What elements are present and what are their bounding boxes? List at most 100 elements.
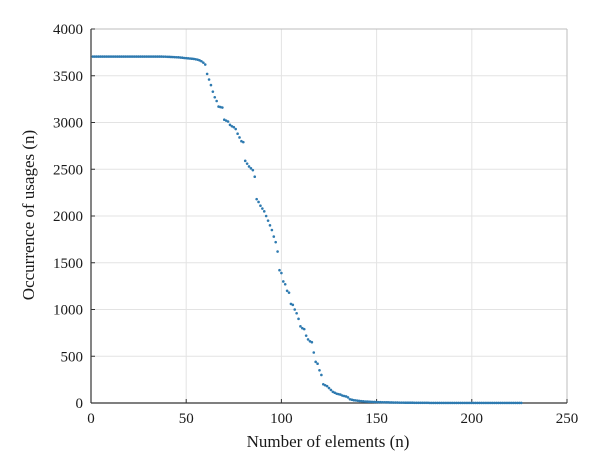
tick-labels: 0 50 100 150 200 2500500100015002000250030003… xyxy=(53,22,578,427)
data-point xyxy=(441,401,445,405)
data-point xyxy=(165,55,169,59)
data-point xyxy=(453,401,456,405)
data-point xyxy=(480,401,483,405)
data-point xyxy=(464,401,468,405)
data-point xyxy=(371,400,375,404)
data-point xyxy=(152,55,156,58)
x-tick-label: 150 xyxy=(365,411,388,427)
data-point xyxy=(361,400,365,403)
y-tick-label: 500 xyxy=(61,349,84,365)
data-point xyxy=(329,388,333,392)
data-point xyxy=(318,368,321,372)
data-point xyxy=(472,401,476,405)
data-point xyxy=(203,63,207,66)
data-point xyxy=(97,55,100,58)
data-point xyxy=(392,401,396,404)
data-point xyxy=(127,55,131,58)
data-point xyxy=(415,401,418,405)
y-tick-label: 3000 xyxy=(53,116,83,132)
data-point xyxy=(483,401,487,405)
data-point xyxy=(419,401,422,405)
data-point xyxy=(167,55,171,59)
data-point xyxy=(287,291,291,294)
x-axis-label: Number of elements (n) xyxy=(247,432,410,451)
data-point xyxy=(497,401,500,405)
data-point xyxy=(236,132,239,136)
data-point xyxy=(500,401,504,405)
data-point xyxy=(516,401,519,405)
data-point xyxy=(103,55,106,58)
data-point xyxy=(445,401,449,405)
data-point xyxy=(384,401,388,404)
data-point xyxy=(401,401,405,404)
data-point xyxy=(510,401,514,405)
data-point xyxy=(133,55,137,58)
data-point xyxy=(491,401,495,405)
data-point xyxy=(495,401,498,405)
data-point xyxy=(447,401,451,405)
data-point xyxy=(520,401,523,405)
data-point xyxy=(238,136,241,139)
data-point xyxy=(360,399,363,403)
data-point xyxy=(112,55,116,58)
data-point xyxy=(143,55,146,58)
data-point xyxy=(422,401,426,405)
data-point xyxy=(171,55,175,59)
data-point xyxy=(274,240,277,244)
data-point xyxy=(451,401,455,405)
data-point xyxy=(211,90,215,93)
data-point xyxy=(493,401,496,405)
data-points xyxy=(91,55,523,405)
data-point xyxy=(310,340,314,344)
x-tick-label: 250 xyxy=(556,411,579,427)
data-point xyxy=(184,56,188,60)
data-point xyxy=(400,401,403,404)
data-point xyxy=(253,175,257,179)
data-point xyxy=(518,401,521,405)
data-point xyxy=(302,327,306,331)
data-point xyxy=(506,401,510,405)
data-point xyxy=(163,55,167,58)
data-point xyxy=(312,351,316,354)
data-point xyxy=(158,55,161,58)
data-point xyxy=(394,401,397,404)
data-point xyxy=(293,308,297,311)
data-point xyxy=(95,55,99,58)
x-tick-label: 50 xyxy=(179,411,194,427)
data-point xyxy=(457,401,460,405)
data-point xyxy=(156,55,159,58)
data-point xyxy=(297,317,300,321)
data-point xyxy=(436,401,439,405)
y-tick-label: 2500 xyxy=(53,162,83,178)
data-point xyxy=(417,401,420,405)
data-point xyxy=(242,140,245,144)
data-point xyxy=(139,55,142,58)
data-point xyxy=(358,399,361,403)
data-point xyxy=(110,55,114,58)
data-point xyxy=(398,401,401,404)
data-point xyxy=(175,55,178,59)
data-point xyxy=(245,162,249,165)
data-point xyxy=(243,159,247,163)
data-point xyxy=(104,55,108,58)
data-point xyxy=(411,401,415,405)
data-point xyxy=(424,401,428,405)
data-point xyxy=(276,250,279,253)
data-point xyxy=(306,338,310,341)
data-point xyxy=(381,400,384,404)
data-point xyxy=(135,55,138,58)
data-point xyxy=(443,401,447,405)
data-point xyxy=(476,401,479,405)
data-point xyxy=(247,165,251,168)
data-point xyxy=(255,197,258,201)
data-point xyxy=(150,55,154,58)
data-point xyxy=(234,127,237,131)
y-tick-label: 0 xyxy=(76,396,84,412)
data-point xyxy=(137,55,140,58)
data-point xyxy=(114,55,118,58)
data-point xyxy=(367,400,371,403)
data-point xyxy=(434,401,437,405)
data-point xyxy=(272,235,276,238)
data-point xyxy=(118,55,121,58)
